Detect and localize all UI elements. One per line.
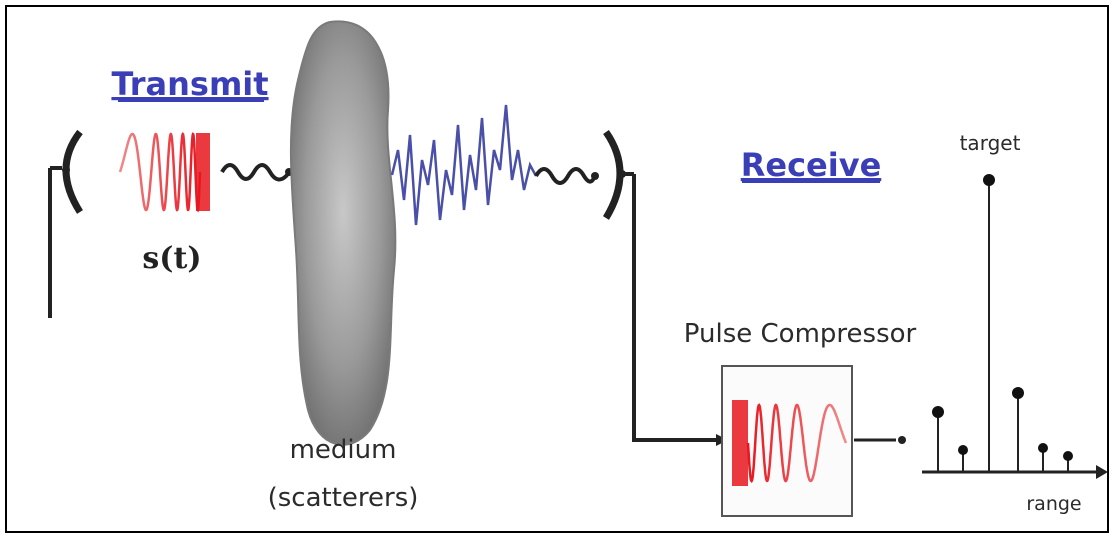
return-stem (1012, 387, 1024, 472)
medium-label: medium (290, 435, 397, 465)
scatterers-label: (scatterers) (268, 483, 419, 513)
signal-label: s(t) (142, 241, 201, 276)
compressor-chirp-waveform (746, 403, 848, 484)
range-axis (922, 465, 1108, 479)
echo-waveform (390, 104, 538, 226)
return-stem (1038, 443, 1048, 472)
pulse-compressor-label: Pulse Compressor (684, 319, 917, 349)
return-stem (958, 445, 968, 472)
transmitted-chirp-waveform (118, 132, 202, 213)
compressor-output-arrow (854, 436, 906, 444)
receiver-feed-line (632, 174, 716, 442)
receive-label: Receive (741, 146, 882, 184)
transmit-antenna-icon (48, 129, 83, 318)
target-label: target (960, 131, 1021, 155)
target-stem (983, 174, 995, 472)
chirp-dense-end (196, 133, 210, 211)
return-stem (1063, 451, 1073, 472)
transmit-label: Transmit (111, 65, 268, 103)
diagram-frame (5, 5, 1109, 533)
scattering-medium-cloud (289, 20, 397, 446)
rx-propagation-arrow (534, 167, 599, 185)
compressor-chirp-dense-start (732, 400, 748, 486)
tx-propagation-arrow (220, 163, 293, 182)
return-stem (932, 406, 944, 472)
range-axis-label: range (1026, 493, 1081, 515)
compressed-return-stems (932, 174, 1073, 472)
receive-antenna-icon (602, 129, 634, 220)
